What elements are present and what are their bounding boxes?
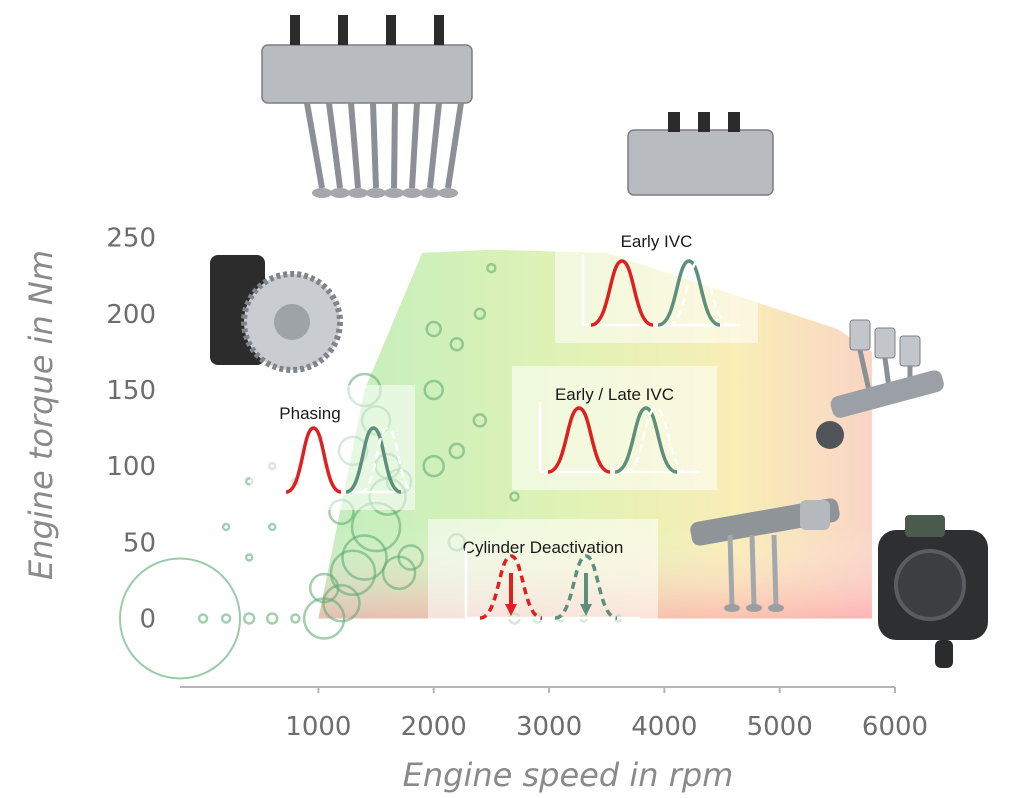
shifted-lift-curve bbox=[359, 426, 416, 494]
exhaust-lift-curve bbox=[590, 259, 654, 327]
panel-title: Early / Late IVC bbox=[555, 385, 674, 404]
crank-and-pistons-image bbox=[816, 319, 944, 449]
exhaust-lift-curve bbox=[554, 554, 618, 620]
y-tick-label: 0 bbox=[139, 604, 156, 634]
x-tick-label: 6000 bbox=[862, 712, 928, 742]
operating-point bbox=[244, 553, 254, 562]
operating-point bbox=[266, 612, 279, 625]
x-axis-title: Engine speed in rpm bbox=[403, 756, 734, 794]
x-tick-label: 2000 bbox=[401, 712, 467, 742]
hydraulic-valve-block-image bbox=[627, 112, 774, 196]
axes: 1000 2000 3000 4000 5000 6000 0 50 100 150 200 250 bbox=[106, 224, 928, 742]
deact-arrow-head bbox=[580, 604, 592, 616]
y-tick-label: 200 bbox=[106, 300, 156, 330]
panel-background bbox=[555, 213, 758, 343]
valve-lift-panel: Phasing bbox=[250, 385, 416, 510]
y-tick-label: 150 bbox=[106, 376, 156, 406]
exhaust-lift-curve bbox=[547, 406, 611, 474]
deact-arrow-head bbox=[505, 604, 517, 616]
y-tick-label: 250 bbox=[106, 224, 156, 254]
operating-point bbox=[425, 320, 442, 338]
panel-title: Phasing bbox=[279, 404, 340, 423]
cam-phaser-image bbox=[210, 255, 343, 373]
operating-point bbox=[220, 613, 232, 624]
operating-point bbox=[119, 557, 241, 680]
panel-title: Early IVC bbox=[621, 232, 693, 251]
operating-point bbox=[197, 613, 209, 624]
operating-point bbox=[221, 522, 231, 532]
y-tick-label: 50 bbox=[123, 528, 156, 558]
operating-point bbox=[268, 522, 277, 532]
operating-point bbox=[486, 262, 497, 274]
x-tick-label: 4000 bbox=[631, 712, 697, 742]
valve-lift-panel: Early / Late IVC bbox=[512, 366, 717, 490]
intake-lift-curve bbox=[614, 406, 678, 474]
operating-point bbox=[509, 491, 520, 502]
rocker-arm-assembly-image bbox=[690, 498, 840, 612]
shifted-lift-curve bbox=[624, 406, 688, 474]
intake-lift-curve bbox=[345, 426, 402, 494]
operating-point bbox=[473, 307, 487, 321]
y-axis-title: Engine torque in Nm bbox=[22, 250, 60, 580]
y-tick-label: 100 bbox=[106, 452, 156, 482]
x-tick-label: 1000 bbox=[285, 712, 351, 742]
shifted-lift-curve bbox=[667, 259, 731, 327]
operating-point bbox=[341, 534, 388, 581]
operating-point bbox=[329, 549, 377, 596]
valve-lift-panel: Cylinder Deactivation bbox=[428, 519, 658, 636]
intake-lift-curve bbox=[657, 259, 721, 327]
valve-lift-panel: Early IVC bbox=[555, 213, 758, 343]
throttle-actuator-image bbox=[878, 515, 988, 668]
operating-point bbox=[422, 454, 445, 478]
operating-point bbox=[449, 337, 465, 352]
valve-lift-panels: Early IVC Phasing Early / Late IVC Cylinder… bbox=[250, 213, 758, 636]
operating-point bbox=[397, 544, 424, 571]
operating-point bbox=[472, 413, 488, 428]
component-images bbox=[210, 15, 988, 668]
operating-point bbox=[322, 583, 361, 623]
valve-train-module-image bbox=[261, 15, 473, 198]
x-tick-label: 3000 bbox=[516, 712, 582, 742]
operating-point bbox=[290, 613, 301, 624]
operating-point bbox=[448, 442, 466, 460]
panel-title: Cylinder Deactivation bbox=[463, 538, 624, 557]
exhaust-lift-curve bbox=[285, 426, 342, 494]
operating-point bbox=[242, 612, 256, 625]
x-tick-label: 5000 bbox=[747, 712, 813, 742]
intake-lift-curve bbox=[479, 554, 543, 620]
operating-point bbox=[423, 379, 444, 401]
